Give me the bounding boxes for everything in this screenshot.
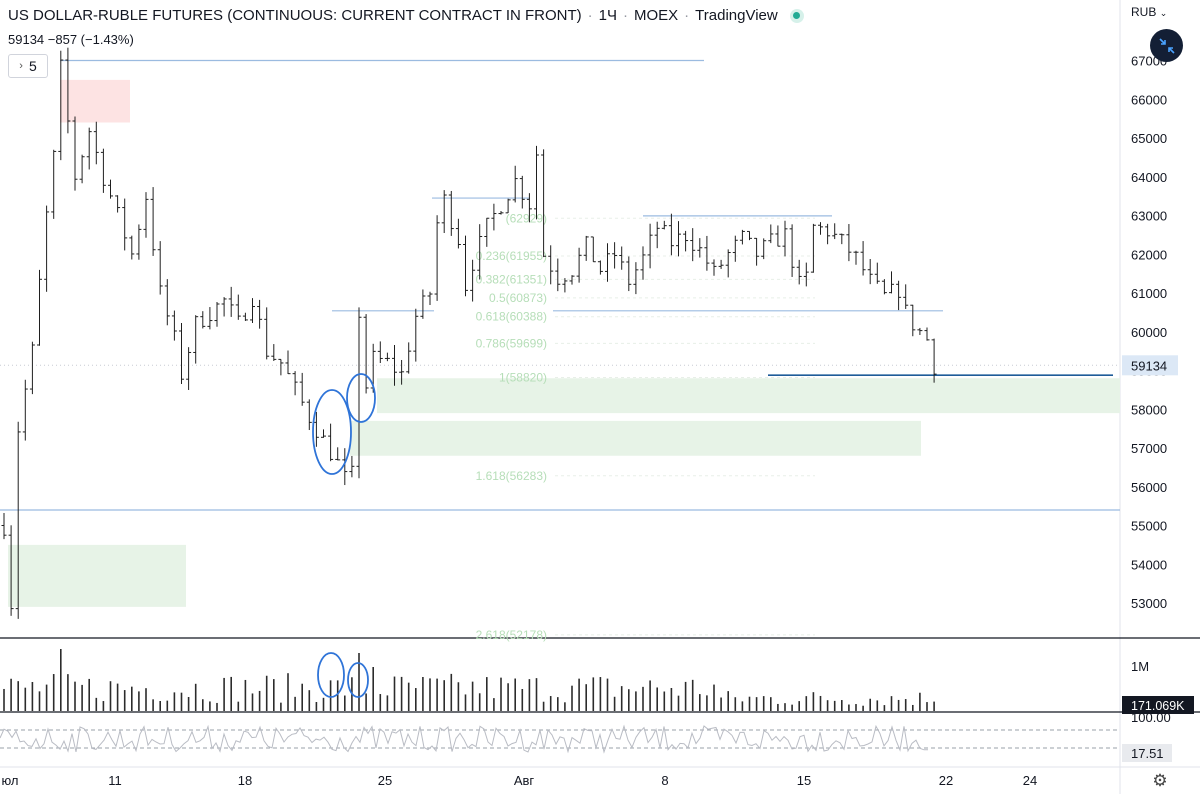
price-axis-tick: 55000 — [1131, 519, 1167, 534]
source-label: TradingView — [695, 7, 778, 24]
separator-dot: · — [587, 7, 593, 24]
price-axis-tick: 54000 — [1131, 557, 1167, 572]
time-axis-tick: 18 — [238, 773, 252, 788]
price-axis-tick: 64000 — [1131, 170, 1167, 185]
price-summary: 59134 −857 (−1.43%) — [8, 32, 134, 47]
time-axis-tick: юл — [1, 773, 18, 788]
time-axis-tick: 25 — [378, 773, 392, 788]
support-zone — [377, 378, 1120, 414]
price-axis-tick: 66000 — [1131, 92, 1167, 107]
oscillator-line — [0, 724, 928, 754]
oscillator-value-label: 17.51 — [1131, 746, 1164, 761]
time-axis-tick: Авг — [514, 773, 535, 788]
price-axis-tick: 57000 — [1131, 441, 1167, 456]
collapse-arrows-icon — [1158, 37, 1175, 54]
annotation-circle — [346, 373, 376, 423]
annotation-circle — [347, 662, 369, 698]
fib-level-label: 0.786(59699) — [476, 336, 547, 350]
fib-level-label: 1(58820) — [499, 370, 547, 384]
annotation-circle — [317, 652, 345, 698]
last-price-tag-label: 59134 — [1131, 358, 1167, 373]
chevron-right-icon: › — [19, 60, 23, 72]
oscillator-value-tag — [1122, 744, 1172, 762]
fib-level-label: 1.618(56283) — [476, 469, 547, 483]
chevron-down-icon: ⌄ — [1159, 8, 1168, 18]
price-change: −857 (−1.43%) — [47, 32, 134, 47]
price-axis-tick: 58000 — [1131, 402, 1167, 417]
currency-label: RUB — [1131, 5, 1157, 19]
time-axis-tick: 11 — [108, 773, 122, 788]
oscillator-axis-tick: 100.00 — [1131, 710, 1171, 725]
volume-value-label: 171.069K — [1131, 699, 1185, 713]
symbol-title[interactable]: US DOLLAR-RUBLE FUTURES (CONTINUOUS: CUR… — [8, 7, 582, 24]
fib-level-label: 0.618(60388) — [476, 310, 547, 324]
separator-dot: · — [622, 7, 628, 24]
price-axis-tick: 56000 — [1131, 480, 1167, 495]
chart-header: US DOLLAR-RUBLE FUTURES (CONTINUOUS: CUR… — [8, 7, 804, 24]
price-axis-tick: 65000 — [1131, 131, 1167, 146]
price-axis-tick: 61000 — [1131, 286, 1167, 301]
price-axis-tick: 60000 — [1131, 325, 1167, 340]
time-axis-tick: 22 — [939, 773, 953, 788]
gear-icon[interactable]: ⚙ — [1152, 771, 1168, 790]
time-axis-tick: 8 — [661, 773, 668, 788]
price-axis-tick: 63000 — [1131, 209, 1167, 224]
volume-value-tag — [1122, 696, 1194, 714]
currency-selector[interactable]: RUB ⌄ — [1131, 5, 1167, 19]
market-status-icon — [789, 8, 804, 23]
exchange-label: MOEX — [633, 7, 679, 24]
support-zone — [350, 420, 921, 456]
separator-dot: · — [684, 7, 690, 24]
price-axis-tick: 53000 — [1131, 596, 1167, 611]
annotation-circle — [312, 389, 352, 475]
price-axis-tick: 62000 — [1131, 247, 1167, 262]
time-axis-tick: 24 — [1023, 773, 1037, 788]
time-axis-tick: 15 — [797, 773, 811, 788]
resistance-zone — [60, 79, 130, 123]
fib-level-label: 0.382(61351) — [476, 272, 547, 286]
interval-label[interactable]: 1Ч — [598, 7, 617, 24]
interval-selector[interactable]: › 5 — [8, 54, 48, 78]
fib-level-label: (62929) — [506, 211, 547, 225]
fib-level-label: 0.5(60873) — [489, 291, 547, 305]
last-price: 59134 — [8, 32, 45, 47]
interval-value: 5 — [28, 58, 37, 74]
volume-axis-tick: 1M — [1131, 659, 1149, 674]
fullscreen-button[interactable] — [1150, 29, 1183, 62]
fib-level-label: 0.236(61955) — [476, 249, 547, 263]
support-zone — [8, 544, 186, 607]
last-price-tag — [1122, 355, 1178, 376]
fib-level-label: 2.618(52178) — [476, 628, 547, 642]
